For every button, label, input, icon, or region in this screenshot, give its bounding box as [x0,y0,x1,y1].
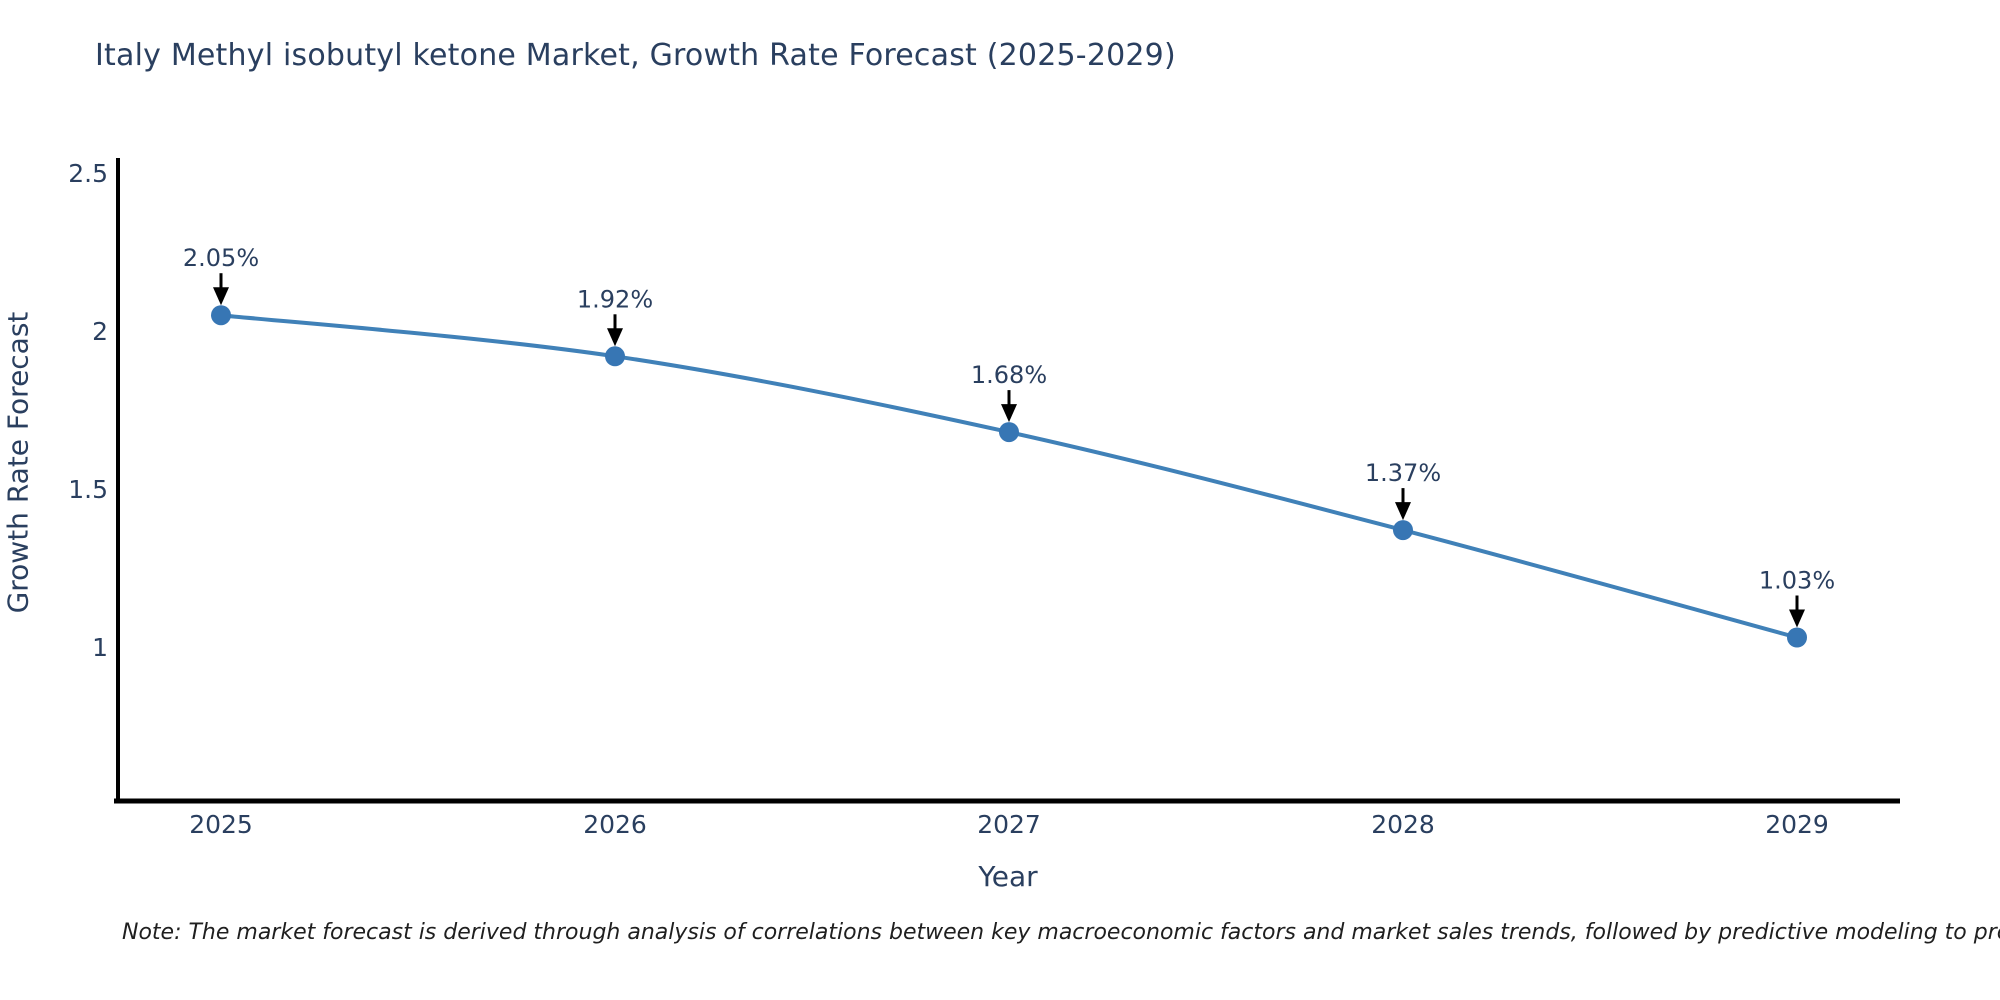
data-point-marker [211,305,231,326]
annotation-arrow-head [213,287,229,306]
x-tick-label: 2028 [1371,810,1435,839]
x-tick-label: 2025 [189,810,253,839]
annotation-arrow-head [1395,502,1411,521]
point-value-label: 1.68% [971,361,1047,389]
data-point-marker [605,346,625,367]
x-tick-label: 2029 [1765,810,1829,839]
chart-footnote: Note: The market forecast is derived thr… [122,920,2000,945]
y-tick-label: 1.5 [68,475,108,504]
chart-title: Italy Methyl isobutyl ketone Market, Gro… [95,38,1176,73]
point-value-label: 1.37% [1365,459,1441,487]
point-value-label: 1.03% [1759,567,1835,595]
point-value-label: 1.92% [577,285,653,313]
data-point-marker [1393,520,1413,541]
x-tick-label: 2027 [977,810,1041,839]
data-point-marker [1787,627,1807,648]
annotation-arrow-head [1001,404,1017,423]
x-axis-title: Year [978,860,1038,893]
x-tick-label: 2026 [583,810,647,839]
annotation-arrow-head [1789,609,1805,628]
y-tick-label: 1 [92,633,108,662]
annotation-arrow-head [607,328,623,347]
y-tick-label: 2.5 [68,159,108,188]
data-point-marker [999,422,1019,443]
y-tick-label: 2 [92,317,108,346]
point-value-label: 2.05% [183,244,259,272]
